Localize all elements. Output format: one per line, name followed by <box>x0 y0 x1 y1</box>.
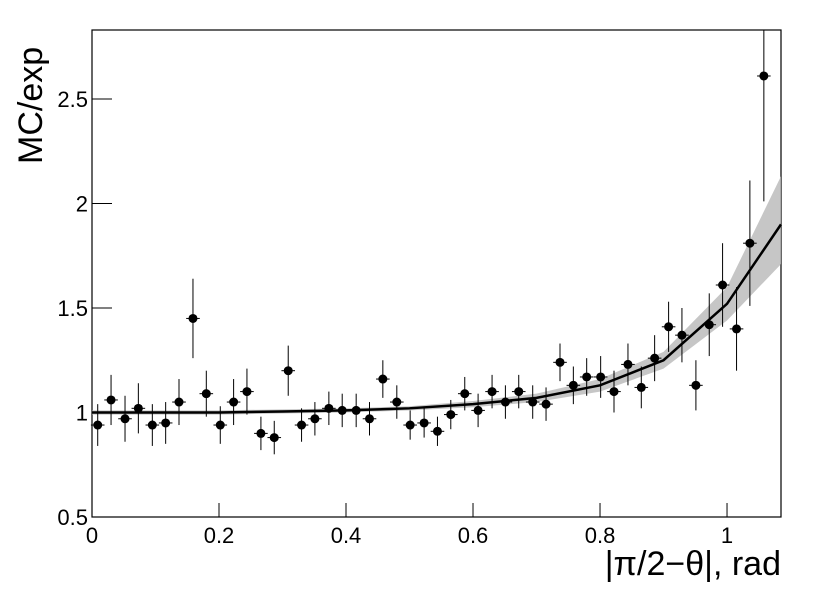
data-point <box>256 428 266 438</box>
data-point <box>283 366 293 376</box>
data-point <box>582 372 592 382</box>
data-point <box>229 397 239 407</box>
x-axis-label: |π/2−θ|, rad <box>605 545 781 583</box>
data-point <box>745 238 755 248</box>
data-point <box>432 426 442 436</box>
data-point <box>568 380 578 390</box>
data-point <box>555 357 565 367</box>
data-point <box>324 403 334 413</box>
data-point <box>718 280 728 290</box>
data-point <box>664 322 674 332</box>
plot-frame <box>91 29 782 518</box>
x-tick-label: 0 <box>86 523 98 548</box>
data-point <box>106 395 116 405</box>
data-point <box>473 405 483 415</box>
data-point <box>351 405 361 415</box>
fit-band <box>92 176 781 415</box>
data-point <box>310 414 320 424</box>
data-point <box>487 387 497 397</box>
data-point <box>446 410 456 420</box>
y-tick-label: 1.5 <box>57 296 88 321</box>
fit-curve <box>92 223 783 414</box>
data-point <box>120 414 130 424</box>
data-point <box>392 397 402 407</box>
data-point <box>405 420 415 430</box>
data-point <box>188 313 198 323</box>
x-tick-label: 0.4 <box>331 523 362 548</box>
y-tick-label: 1 <box>76 400 88 425</box>
x-tick-label: 1 <box>721 523 733 548</box>
data-point <box>541 399 551 409</box>
data-point <box>691 380 701 390</box>
data-point <box>677 330 687 340</box>
data-point <box>650 353 660 363</box>
data-point <box>337 405 347 415</box>
x-tick-label: 0.8 <box>585 523 616 548</box>
data-point <box>732 324 742 334</box>
data-point <box>201 389 211 399</box>
y-axis-label: MC/exp <box>12 47 50 164</box>
data-point <box>609 387 619 397</box>
data-point <box>297 420 307 430</box>
data-point <box>500 397 510 407</box>
data-point <box>759 71 769 81</box>
y-tick-label: 2.5 <box>57 87 88 112</box>
y-tick-label: 0.5 <box>57 505 88 530</box>
data-point <box>93 420 103 430</box>
data-point <box>174 397 184 407</box>
data-point <box>514 387 524 397</box>
data-point <box>528 397 538 407</box>
data-point <box>419 418 429 428</box>
data-point <box>269 433 279 443</box>
data-point <box>636 382 646 392</box>
data-point <box>215 420 225 430</box>
data-point <box>161 418 171 428</box>
y-tick-label: 2 <box>76 191 88 216</box>
data-point <box>704 320 714 330</box>
x-tick-label: 0.2 <box>204 523 235 548</box>
data-point <box>133 403 143 413</box>
data-point <box>378 374 388 384</box>
data-point <box>623 359 633 369</box>
data-point <box>596 372 606 382</box>
data-point <box>147 420 157 430</box>
data-point <box>460 389 470 399</box>
x-tick-label: 0.6 <box>458 523 489 548</box>
data-point <box>242 387 252 397</box>
data-point <box>365 414 375 424</box>
